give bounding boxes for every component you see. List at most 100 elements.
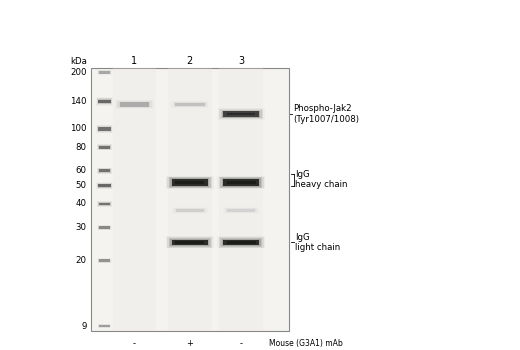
Bar: [176, 209, 204, 212]
Bar: [220, 238, 262, 247]
Bar: [175, 103, 204, 106]
Bar: [227, 181, 256, 184]
Bar: [168, 177, 211, 188]
Text: kDa: kDa: [70, 57, 87, 66]
Bar: [98, 169, 110, 172]
Bar: [170, 101, 210, 108]
Bar: [222, 178, 261, 187]
Bar: [175, 241, 204, 244]
Bar: [222, 239, 261, 246]
Bar: [118, 101, 152, 108]
Bar: [119, 102, 150, 107]
Bar: [172, 207, 208, 214]
Bar: [96, 97, 113, 106]
Bar: [219, 109, 263, 119]
Bar: [220, 110, 262, 118]
Text: 50: 50: [76, 181, 87, 190]
Text: IgG
light chain: IgG light chain: [295, 233, 341, 252]
Bar: [170, 239, 210, 246]
Bar: [96, 182, 113, 189]
Bar: [227, 241, 256, 244]
Bar: [97, 201, 112, 207]
Bar: [167, 237, 212, 248]
Text: +: +: [186, 340, 193, 349]
Bar: [98, 203, 110, 205]
Text: 140: 140: [70, 97, 87, 106]
Bar: [224, 111, 259, 117]
Bar: [98, 99, 111, 104]
Bar: [98, 184, 111, 187]
Bar: [166, 237, 214, 248]
Text: -: -: [240, 340, 243, 349]
Bar: [175, 209, 205, 212]
Bar: [97, 225, 112, 230]
Bar: [116, 100, 153, 108]
Bar: [217, 237, 265, 248]
Bar: [174, 208, 206, 213]
Bar: [98, 145, 111, 149]
Bar: [97, 125, 112, 133]
Bar: [97, 126, 112, 132]
Bar: [98, 225, 111, 230]
Text: 100: 100: [70, 125, 87, 133]
Bar: [217, 176, 265, 189]
Bar: [98, 145, 111, 149]
Bar: [98, 127, 111, 131]
Bar: [223, 207, 259, 214]
Bar: [170, 178, 210, 187]
Text: -: -: [133, 340, 136, 349]
Bar: [174, 102, 206, 107]
Bar: [222, 111, 261, 118]
Bar: [166, 176, 214, 189]
Bar: [167, 176, 212, 189]
Bar: [97, 145, 112, 150]
Bar: [98, 324, 111, 328]
Bar: [113, 68, 156, 331]
Text: Phospho-Jak2
(Tyr1007/1008): Phospho-Jak2 (Tyr1007/1008): [293, 104, 359, 124]
Bar: [220, 177, 262, 188]
Bar: [99, 325, 110, 328]
Text: 20: 20: [76, 256, 87, 265]
Text: 1: 1: [132, 56, 137, 66]
Text: 3: 3: [238, 56, 244, 66]
Bar: [98, 99, 111, 103]
Text: 80: 80: [76, 143, 87, 152]
Bar: [98, 259, 110, 262]
Bar: [223, 240, 259, 245]
Bar: [98, 183, 111, 188]
Text: Mouse (G3A1) mAb
IgG1 Isotype Control: Mouse (G3A1) mAb IgG1 Isotype Control: [269, 339, 347, 350]
Bar: [97, 70, 112, 75]
Bar: [98, 258, 111, 263]
Bar: [91, 68, 289, 331]
Bar: [98, 71, 110, 74]
Bar: [218, 108, 265, 120]
Bar: [227, 113, 255, 116]
Bar: [219, 68, 263, 331]
Bar: [98, 225, 111, 230]
Bar: [98, 324, 111, 328]
Text: 60: 60: [76, 166, 87, 175]
Bar: [97, 144, 112, 150]
Bar: [99, 325, 110, 327]
Bar: [97, 98, 112, 105]
Bar: [97, 182, 112, 189]
Bar: [97, 168, 112, 174]
Text: 200: 200: [70, 68, 87, 77]
Bar: [97, 183, 112, 188]
Bar: [227, 209, 255, 212]
Bar: [96, 125, 113, 133]
Bar: [98, 71, 111, 74]
Text: 30: 30: [76, 223, 87, 232]
Bar: [98, 202, 111, 206]
Bar: [115, 100, 154, 109]
Bar: [218, 237, 264, 248]
Bar: [223, 179, 259, 186]
Bar: [97, 98, 112, 104]
Text: IgG
heavy chain: IgG heavy chain: [295, 170, 348, 189]
Bar: [98, 70, 111, 74]
Bar: [97, 258, 112, 264]
Bar: [97, 69, 112, 75]
Bar: [98, 324, 110, 328]
Bar: [98, 126, 111, 132]
Text: 9: 9: [82, 322, 87, 330]
